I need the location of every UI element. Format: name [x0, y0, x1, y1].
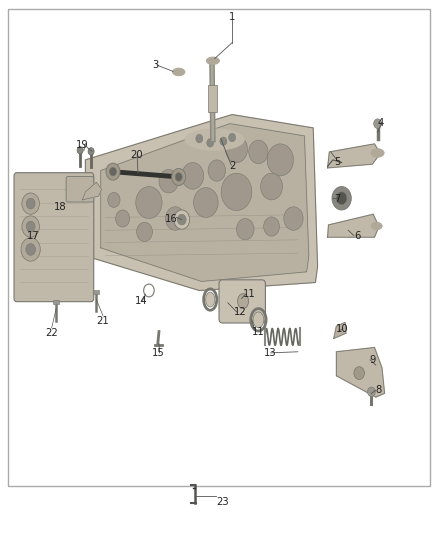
Circle shape: [108, 192, 120, 207]
Circle shape: [237, 219, 254, 240]
Circle shape: [88, 148, 94, 155]
Circle shape: [166, 207, 185, 230]
Circle shape: [332, 187, 351, 210]
Text: 23: 23: [216, 497, 229, 507]
Circle shape: [229, 133, 236, 142]
Circle shape: [208, 160, 226, 181]
Circle shape: [220, 137, 227, 146]
Text: 5: 5: [334, 157, 340, 167]
Text: 6: 6: [354, 231, 360, 240]
Circle shape: [226, 136, 247, 163]
Text: 7: 7: [334, 194, 340, 204]
Text: 17: 17: [26, 231, 39, 240]
Circle shape: [177, 214, 186, 225]
FancyBboxPatch shape: [219, 280, 265, 323]
Polygon shape: [328, 214, 379, 237]
Circle shape: [207, 139, 214, 147]
Circle shape: [267, 144, 293, 176]
Circle shape: [196, 134, 203, 143]
Circle shape: [144, 284, 154, 297]
Circle shape: [22, 216, 39, 237]
Bar: [208, 85, 217, 112]
Polygon shape: [82, 182, 102, 200]
Text: 1: 1: [229, 12, 235, 22]
Text: 4: 4: [378, 118, 384, 127]
Polygon shape: [334, 322, 346, 338]
Text: 3: 3: [152, 60, 159, 70]
Text: 14: 14: [135, 296, 147, 306]
Circle shape: [106, 163, 120, 180]
Circle shape: [136, 187, 162, 219]
Circle shape: [159, 169, 178, 193]
Ellipse shape: [206, 292, 215, 307]
Circle shape: [22, 193, 39, 214]
Circle shape: [264, 217, 279, 236]
Text: 11: 11: [242, 289, 255, 299]
Bar: [93, 290, 99, 294]
Polygon shape: [101, 124, 309, 281]
Ellipse shape: [238, 294, 249, 309]
Circle shape: [336, 192, 347, 205]
Ellipse shape: [173, 68, 185, 76]
Text: 21: 21: [96, 316, 110, 326]
Circle shape: [261, 173, 283, 200]
Circle shape: [284, 207, 303, 230]
Circle shape: [182, 163, 204, 189]
Circle shape: [367, 387, 375, 397]
FancyBboxPatch shape: [14, 173, 94, 302]
Circle shape: [374, 119, 381, 128]
Circle shape: [77, 147, 83, 154]
Circle shape: [172, 168, 186, 185]
Ellipse shape: [371, 149, 384, 157]
Bar: [53, 300, 59, 304]
Circle shape: [21, 238, 40, 261]
Text: 12: 12: [233, 307, 247, 317]
Text: 8: 8: [376, 385, 382, 395]
Circle shape: [354, 367, 364, 379]
FancyBboxPatch shape: [66, 176, 94, 202]
Circle shape: [221, 173, 252, 211]
Text: 15: 15: [152, 348, 165, 358]
Text: 19: 19: [76, 140, 89, 150]
Polygon shape: [328, 144, 380, 168]
Circle shape: [137, 222, 152, 241]
Circle shape: [249, 140, 268, 164]
Bar: [8, 9, 430, 486]
Circle shape: [194, 188, 218, 217]
Ellipse shape: [206, 57, 219, 64]
Text: 11: 11: [252, 327, 265, 337]
Ellipse shape: [185, 129, 244, 150]
Text: 9: 9: [369, 355, 375, 365]
Text: 20: 20: [131, 150, 143, 159]
Circle shape: [26, 244, 35, 255]
Text: 22: 22: [45, 328, 58, 338]
Circle shape: [174, 210, 190, 229]
Text: 18: 18: [54, 202, 67, 212]
Circle shape: [116, 210, 130, 227]
Circle shape: [26, 198, 35, 209]
Text: 13: 13: [265, 348, 277, 358]
Circle shape: [110, 167, 117, 176]
Text: 10: 10: [336, 324, 349, 334]
Text: 2: 2: [229, 161, 235, 171]
Text: 16: 16: [165, 214, 178, 223]
Circle shape: [26, 221, 35, 232]
Circle shape: [175, 173, 182, 181]
Polygon shape: [85, 115, 318, 290]
Ellipse shape: [371, 222, 382, 230]
Ellipse shape: [253, 312, 264, 328]
Polygon shape: [336, 348, 385, 397]
